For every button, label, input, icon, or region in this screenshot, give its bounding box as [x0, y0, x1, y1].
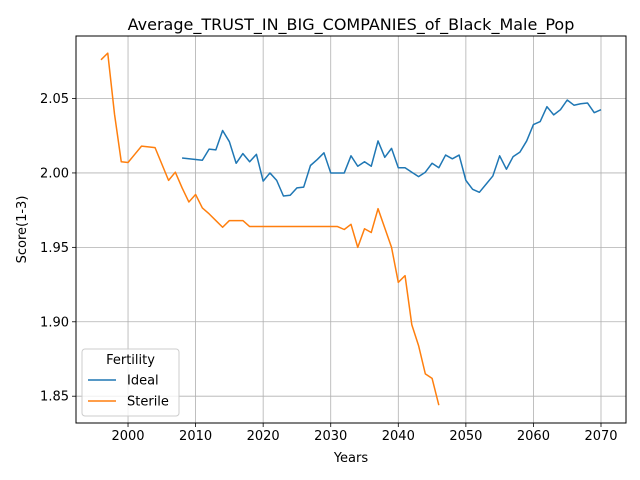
y-tick-label: 1.95 — [40, 241, 69, 256]
y-tick-label: 1.90 — [40, 315, 69, 330]
plot-area-frame — [75, 35, 627, 424]
x-axis-title: Years — [333, 451, 369, 466]
series-lines — [100, 52, 602, 406]
series-line-ideal — [181, 99, 602, 197]
x-tick-label: 2000 — [111, 429, 144, 444]
y-tick-label: 2.00 — [40, 166, 69, 181]
y-tick-label: 1.85 — [40, 390, 69, 405]
x-tick-label: 2070 — [584, 429, 617, 444]
axis-ticks: 2000 2010 2020 2030 2040 2050 2060 2070 1.85 1.90… — [40, 92, 618, 444]
x-tick-label: 2050 — [449, 429, 482, 444]
legend-label-ideal: Ideal — [127, 374, 159, 389]
x-tick-label: 2040 — [382, 429, 415, 444]
chart-title: Average_TRUST_IN_BIG_COMPANIES_of_Black_… — [128, 15, 575, 35]
series-line-sterile — [100, 52, 440, 406]
legend-title: Fertility — [106, 353, 155, 368]
y-tick-label: 2.05 — [40, 92, 69, 107]
x-tick-label: 2020 — [247, 429, 280, 444]
legend-frame — [81, 348, 180, 417]
y-axis-title: Score(1-3) — [15, 196, 30, 264]
x-tick-label: 2060 — [517, 429, 550, 444]
x-tick-label: 2030 — [314, 429, 347, 444]
legend: Fertility Ideal Sterile — [81, 348, 180, 417]
legend-label-sterile: Sterile — [127, 395, 169, 410]
x-tick-label: 2010 — [179, 429, 212, 444]
